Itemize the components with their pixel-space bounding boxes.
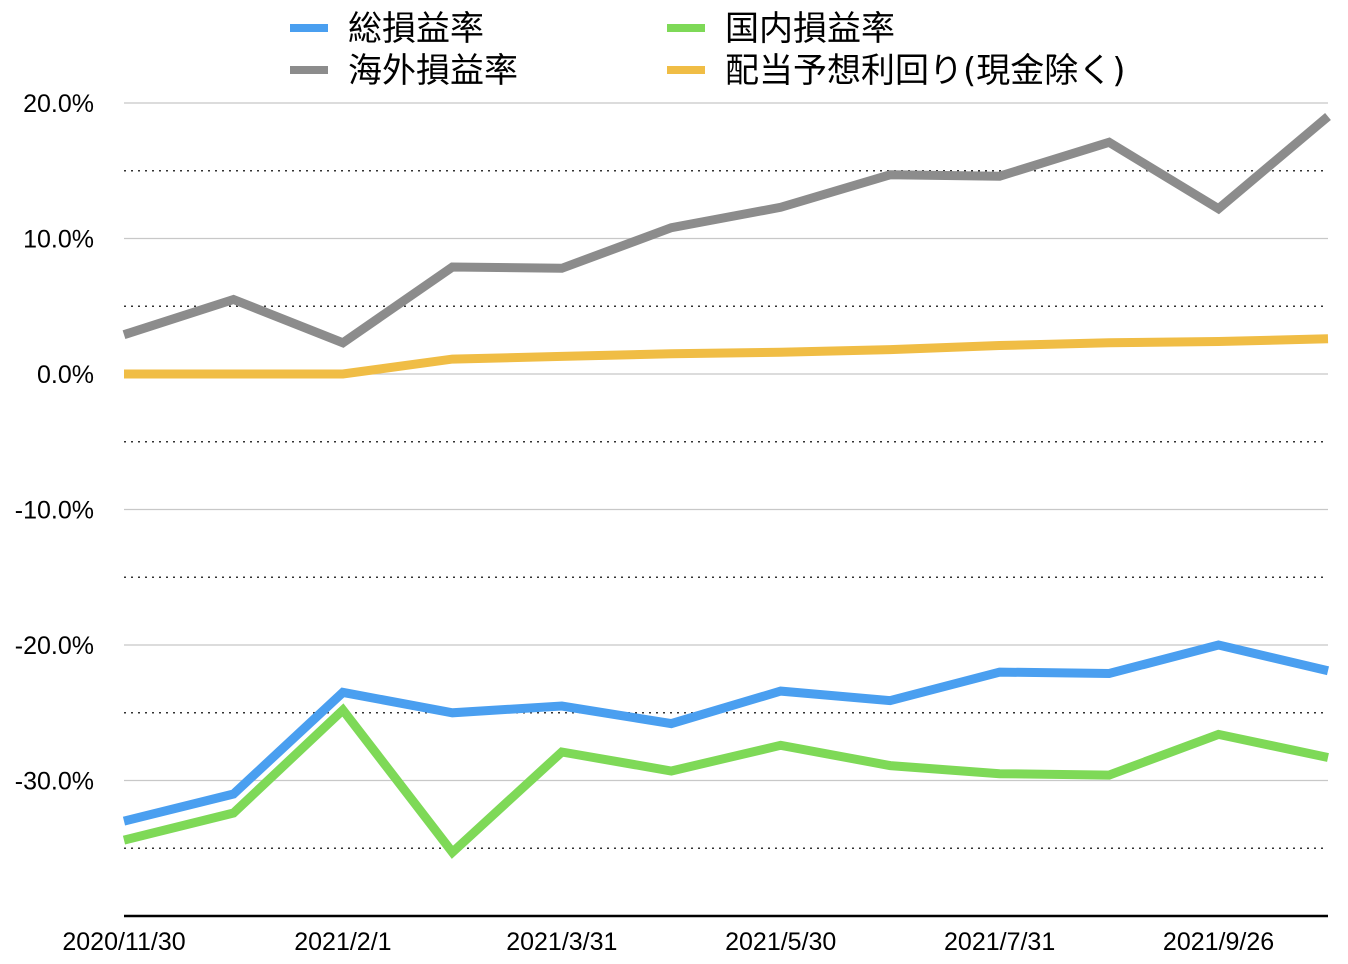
x-tick-label: 2020/11/30 [62,928,185,956]
series-line [122,703,1329,859]
axes: 20.0% 10.0% 0.0% -10.0% -20.0% -30.0% 2020/11/… [15,90,1328,956]
legend-label: 国内損益率 [725,9,895,49]
legend-label: 総損益率 [348,9,484,49]
x-tick-label: 2021/9/26 [1163,928,1274,956]
y-tick-label: 10.0% [23,226,94,254]
y-tick-label: -20.0% [15,632,94,660]
y-tick-label: -30.0% [15,768,94,796]
legend-label: 配当予想利回り(現金除く) [725,51,1126,91]
y-tick-label: 20.0% [23,90,94,118]
series-line [124,334,1329,379]
series-line [122,113,1331,348]
x-tick-label: 2021/5/30 [725,928,836,956]
series-line [122,640,1330,826]
series [122,113,1331,859]
legend-label: 海外損益率 [348,51,518,91]
grid [124,102,1328,849]
y-tick-label: -10.0% [15,497,94,525]
x-tick-label: 2021/7/31 [944,928,1055,956]
x-tick-label: 2021/2/1 [294,928,391,956]
x-tick-label: 2021/3/31 [506,928,617,956]
y-tick-label: 0.0% [37,361,94,389]
